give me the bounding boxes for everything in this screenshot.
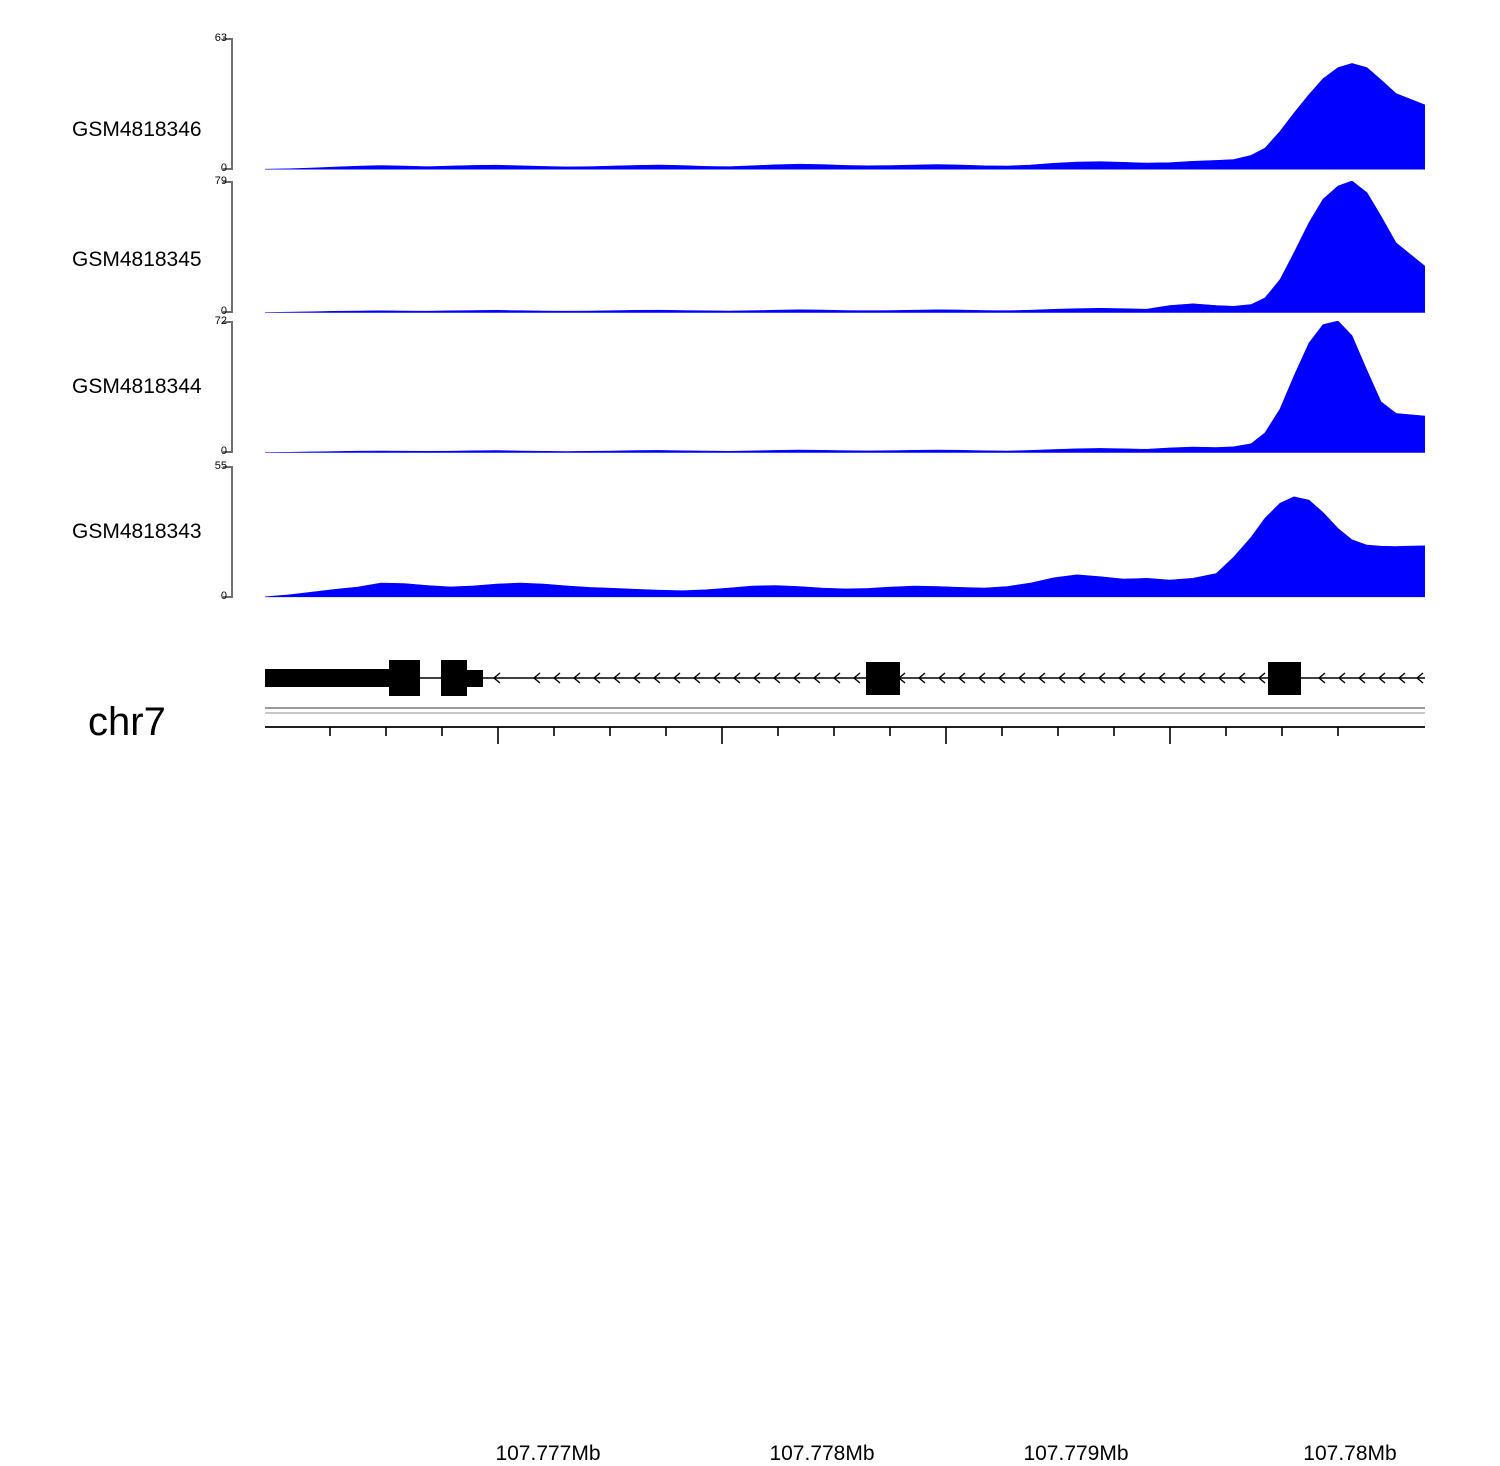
coverage-track-1: GSM4818346 63 0 bbox=[0, 30, 1500, 174]
coverage-plot-3 bbox=[265, 321, 1425, 453]
track-axis-1: 63 0 bbox=[205, 33, 265, 174]
ruler-label: 107.777Mb bbox=[495, 1442, 601, 1465]
coverage-area-2 bbox=[265, 181, 1425, 313]
axis-max-label-4: 55 bbox=[214, 460, 227, 472]
coverage-area-4 bbox=[265, 496, 1425, 598]
coverage-plot-4 bbox=[265, 466, 1425, 598]
track-axis-4: 55 0 bbox=[205, 461, 265, 602]
axis-tick-max bbox=[223, 181, 233, 183]
axis-max-label-2: 79 bbox=[214, 175, 227, 187]
coverage-path-1 bbox=[265, 63, 1425, 170]
coverage-area-3 bbox=[265, 321, 1425, 453]
axis-min-label-4: 0 bbox=[220, 590, 227, 602]
chromosome-label: chr7 bbox=[88, 700, 166, 744]
ruler-label: 107.779Mb bbox=[1023, 1442, 1129, 1465]
track-axis-2: 79 0 bbox=[205, 176, 265, 317]
axis-tick-min bbox=[223, 311, 233, 313]
axis-min-label-3: 0 bbox=[220, 445, 227, 457]
gene-utr-step bbox=[467, 670, 483, 687]
axis-line bbox=[231, 321, 233, 453]
coverage-track-4: GSM4818343 55 0 bbox=[0, 460, 1500, 602]
axis-min-label-1: 0 bbox=[220, 162, 227, 174]
axis-tick-max bbox=[223, 321, 233, 323]
axis-line bbox=[231, 38, 233, 170]
gene-utr-block bbox=[265, 669, 389, 687]
gene-transcript bbox=[265, 660, 1425, 696]
axis-max-label-1: 63 bbox=[214, 32, 227, 44]
axis-tick-max bbox=[223, 38, 233, 40]
track-axis-3: 72 0 bbox=[205, 316, 265, 457]
coverage-path-3 bbox=[265, 321, 1425, 453]
ruler-svg bbox=[265, 707, 1425, 744]
gene-exon bbox=[389, 660, 420, 696]
track-label-1: GSM4818346 bbox=[72, 118, 202, 141]
axis-line bbox=[231, 466, 233, 598]
track-label-2: GSM4818345 bbox=[72, 248, 202, 271]
track-label-3: GSM4818344 bbox=[72, 375, 202, 398]
gene-exon bbox=[1268, 662, 1301, 695]
coverage-track-3: GSM4818344 72 0 bbox=[0, 315, 1500, 457]
strand-arrows bbox=[472, 672, 1424, 684]
axis-max-label-3: 72 bbox=[214, 315, 227, 327]
ruler-label: 107.78Mb bbox=[1303, 1442, 1397, 1465]
gene-model-svg bbox=[265, 660, 1425, 696]
axis-tick-min bbox=[223, 168, 233, 170]
gene-exon bbox=[866, 662, 900, 695]
axis-tick-max bbox=[223, 466, 233, 468]
coverage-path-4 bbox=[265, 496, 1425, 598]
axis-min-label-2: 0 bbox=[220, 305, 227, 317]
coverage-plot-1 bbox=[265, 38, 1425, 170]
genome-ruler[interactable]: 107.777Mb 107.778Mb 107.779Mb 107.78Mb bbox=[0, 700, 1500, 1465]
axis-tick-min bbox=[223, 451, 233, 453]
gene-model-track[interactable] bbox=[0, 640, 1500, 702]
track-label-4: GSM4818343 bbox=[72, 520, 202, 543]
genome-browser: GSM4818346 63 0 GSM4818345 79 0 bbox=[0, 30, 1500, 1465]
ruler-label: 107.778Mb bbox=[769, 1442, 875, 1465]
gene-exon bbox=[441, 660, 467, 696]
coverage-track-2: GSM4818345 79 0 bbox=[0, 175, 1500, 317]
axis-tick-min bbox=[223, 596, 233, 598]
coverage-plot-2 bbox=[265, 181, 1425, 313]
coverage-area-1 bbox=[265, 63, 1425, 170]
axis-line bbox=[231, 181, 233, 313]
ruler-ticks bbox=[329, 727, 1339, 744]
coverage-path-2 bbox=[265, 181, 1425, 313]
